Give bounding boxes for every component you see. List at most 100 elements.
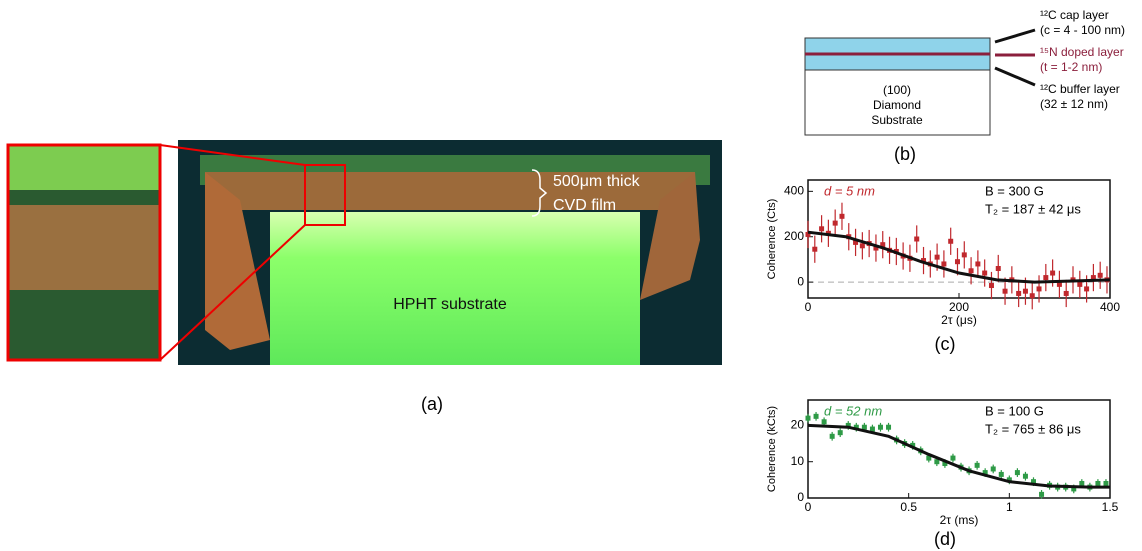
point: [975, 261, 981, 267]
y-axis-label: Coherence (Cts): [766, 199, 778, 280]
annotation: B = 300 G: [985, 183, 1044, 198]
point: [926, 455, 932, 461]
point: [837, 430, 843, 436]
zoom-line: [159, 144, 306, 166]
point: [934, 254, 940, 260]
y-tick-label: 0: [797, 274, 804, 288]
point: [961, 252, 967, 258]
zoom-box: [304, 164, 346, 226]
point: [1050, 270, 1056, 276]
x-axis-label: 2τ (ms): [940, 513, 979, 527]
y-tick-label: 20: [791, 418, 805, 432]
point: [1095, 480, 1101, 486]
fit-line: [807, 230, 1111, 284]
brace: [531, 169, 548, 217]
point: [859, 243, 865, 249]
point: [998, 471, 1004, 477]
point: [812, 246, 818, 252]
point: [941, 261, 947, 267]
point: [982, 470, 988, 476]
point: [869, 426, 875, 432]
y-tick-label: 10: [791, 454, 805, 468]
x-axis-label: 2τ (μs): [941, 313, 977, 327]
substrate-text: (100): [883, 83, 911, 97]
point: [873, 245, 879, 251]
annotation: d = 5 nm: [824, 183, 875, 198]
arrow: [994, 28, 1036, 44]
point: [853, 424, 859, 430]
point: [1029, 293, 1035, 299]
arrow: [994, 66, 1036, 87]
point: [1022, 473, 1028, 479]
annotation: B = 100 G: [985, 403, 1044, 418]
point: [845, 422, 851, 428]
point: [1079, 480, 1085, 486]
point: [1063, 290, 1069, 296]
substrate-label: HPHT substrate: [393, 296, 507, 313]
point: [1016, 290, 1022, 296]
film-label: CVD film: [553, 197, 616, 214]
inset-film: [8, 205, 160, 290]
y-tick-label: 200: [784, 229, 804, 243]
point: [1043, 275, 1049, 281]
inset-frame: [6, 143, 162, 362]
layer-text: ¹²C cap layer: [1040, 8, 1109, 22]
film-right: [640, 172, 700, 300]
point: [832, 220, 838, 226]
panel-label: (b): [894, 144, 916, 164]
inset-top: [8, 145, 160, 190]
substrate-text: Diamond: [873, 98, 921, 112]
point: [805, 231, 811, 237]
point: [954, 259, 960, 265]
annotation: T₂ = 187 ± 42 μs: [985, 201, 1081, 216]
film-stripes: [205, 172, 695, 210]
point: [1022, 288, 1028, 294]
point: [942, 461, 948, 467]
point: [805, 415, 811, 421]
x-tick-label: 0: [805, 300, 812, 314]
x-tick-label: 0.5: [900, 500, 917, 514]
point: [914, 236, 920, 242]
point: [1006, 477, 1012, 483]
y-tick-label: 400: [784, 184, 804, 198]
layer-text: ¹²C buffer layer: [1040, 82, 1120, 96]
point: [950, 455, 956, 461]
point: [1056, 281, 1062, 287]
point: [982, 270, 988, 276]
point: [886, 424, 892, 430]
point: [877, 424, 883, 430]
point: [921, 258, 927, 264]
point: [829, 433, 835, 439]
layer-text: (t = 1-2 nm): [1040, 60, 1102, 74]
point: [1030, 479, 1036, 485]
point: [1071, 486, 1077, 492]
layer-text: ¹⁵N doped layer: [1040, 45, 1124, 59]
panel-a: 500μm thick CVD film HPHT substrate (a): [6, 140, 722, 414]
x-tick-label: 0: [805, 500, 812, 514]
panel-label: (d): [934, 529, 956, 549]
layer-text: (32 ± 12 nm): [1040, 97, 1108, 111]
panel-label: (c): [935, 334, 956, 354]
point: [1077, 281, 1083, 287]
point: [968, 268, 974, 274]
point: [934, 459, 940, 465]
point: [1097, 272, 1103, 278]
substrate: [270, 212, 640, 365]
film-label: 500μm thick: [553, 173, 641, 190]
point: [1039, 491, 1045, 497]
point: [821, 419, 827, 425]
point: [880, 242, 886, 248]
point: [974, 462, 980, 468]
fit-line: [807, 423, 1110, 489]
point: [910, 442, 916, 448]
y-tick-label: 0: [797, 490, 804, 504]
point: [995, 266, 1001, 271]
point: [813, 413, 819, 419]
panel-b: (100) Diamond Substrate ¹²C cap layer (c…: [804, 8, 1125, 164]
point: [990, 466, 996, 472]
point: [853, 239, 859, 245]
point: [861, 424, 867, 430]
zoom-line: [159, 224, 306, 361]
point: [819, 226, 825, 232]
